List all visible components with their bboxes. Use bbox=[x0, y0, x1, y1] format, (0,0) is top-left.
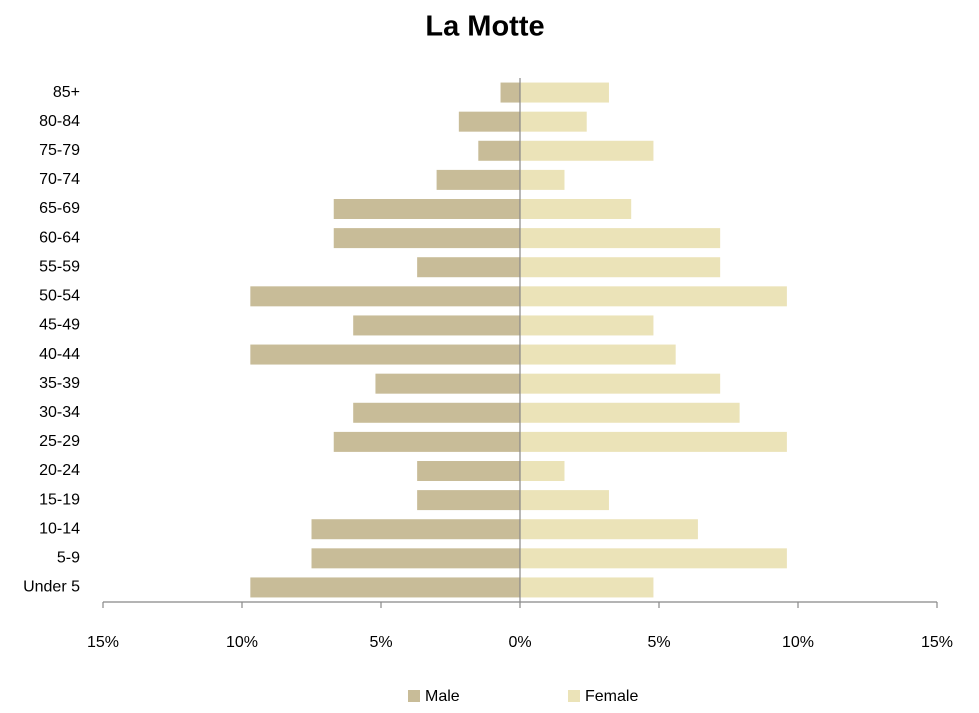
bar bbox=[520, 402, 740, 423]
x-tick-label: 0% bbox=[508, 634, 531, 651]
bar bbox=[311, 548, 520, 569]
bar bbox=[520, 519, 698, 540]
y-tick-label: 40-44 bbox=[39, 346, 80, 363]
bar bbox=[520, 82, 609, 103]
bar bbox=[520, 315, 654, 336]
y-tick-label: 15-19 bbox=[39, 491, 80, 508]
bar bbox=[353, 315, 520, 336]
y-tick-label: 35-39 bbox=[39, 375, 80, 392]
y-tick-label: 75-79 bbox=[39, 142, 80, 159]
bar bbox=[520, 461, 565, 481]
bar bbox=[436, 169, 520, 190]
bar bbox=[417, 490, 520, 511]
bar bbox=[333, 199, 520, 219]
x-tick-label: 15% bbox=[87, 634, 119, 651]
bar bbox=[333, 431, 520, 452]
bar bbox=[478, 140, 520, 161]
x-tick-label: 10% bbox=[782, 634, 814, 651]
bar bbox=[375, 373, 520, 394]
x-tick-label: 10% bbox=[226, 634, 258, 651]
bar bbox=[520, 577, 654, 598]
bar bbox=[520, 169, 565, 190]
bar bbox=[520, 548, 787, 569]
bar bbox=[311, 519, 520, 540]
bar bbox=[500, 82, 520, 103]
bar bbox=[353, 402, 520, 423]
y-tick-label: 45-49 bbox=[39, 317, 80, 334]
bar bbox=[520, 111, 587, 132]
y-tick-label: 50-54 bbox=[39, 288, 80, 305]
y-tick-label: 60-64 bbox=[39, 229, 80, 246]
bar bbox=[520, 228, 721, 249]
y-tick-label: 80-84 bbox=[39, 113, 80, 130]
y-tick-label: 85+ bbox=[53, 84, 80, 101]
y-tick-label: 25-29 bbox=[39, 433, 80, 450]
y-tick-label: 70-74 bbox=[39, 171, 80, 188]
bar bbox=[250, 286, 520, 307]
x-tick-label: 15% bbox=[921, 634, 953, 651]
legend-label: Male bbox=[425, 688, 460, 705]
bar bbox=[520, 199, 632, 219]
legend-label: Female bbox=[585, 688, 638, 705]
y-tick-label: 20-24 bbox=[39, 462, 80, 479]
bar bbox=[520, 257, 721, 278]
bar bbox=[333, 228, 520, 249]
bar bbox=[520, 490, 609, 511]
y-tick-label: 10-14 bbox=[39, 520, 80, 537]
legend-swatch bbox=[408, 690, 420, 702]
legend-swatch bbox=[568, 690, 580, 702]
y-tick-label: 5-9 bbox=[57, 550, 80, 567]
y-tick-label: Under 5 bbox=[23, 579, 80, 596]
y-tick-label: 30-34 bbox=[39, 404, 80, 421]
y-tick-label: 65-69 bbox=[39, 200, 80, 217]
bar bbox=[250, 344, 520, 365]
y-tick-label: 55-59 bbox=[39, 258, 80, 275]
x-tick-label: 5% bbox=[647, 634, 670, 651]
bar bbox=[458, 111, 520, 132]
bar bbox=[520, 286, 787, 307]
bar bbox=[520, 373, 721, 394]
bar bbox=[520, 344, 676, 365]
chart-title: La Motte bbox=[425, 11, 544, 43]
x-tick-label: 5% bbox=[369, 634, 392, 651]
bar bbox=[520, 431, 787, 452]
bar bbox=[417, 461, 520, 481]
bar bbox=[417, 257, 520, 278]
bar bbox=[250, 577, 520, 598]
bar bbox=[520, 140, 654, 161]
